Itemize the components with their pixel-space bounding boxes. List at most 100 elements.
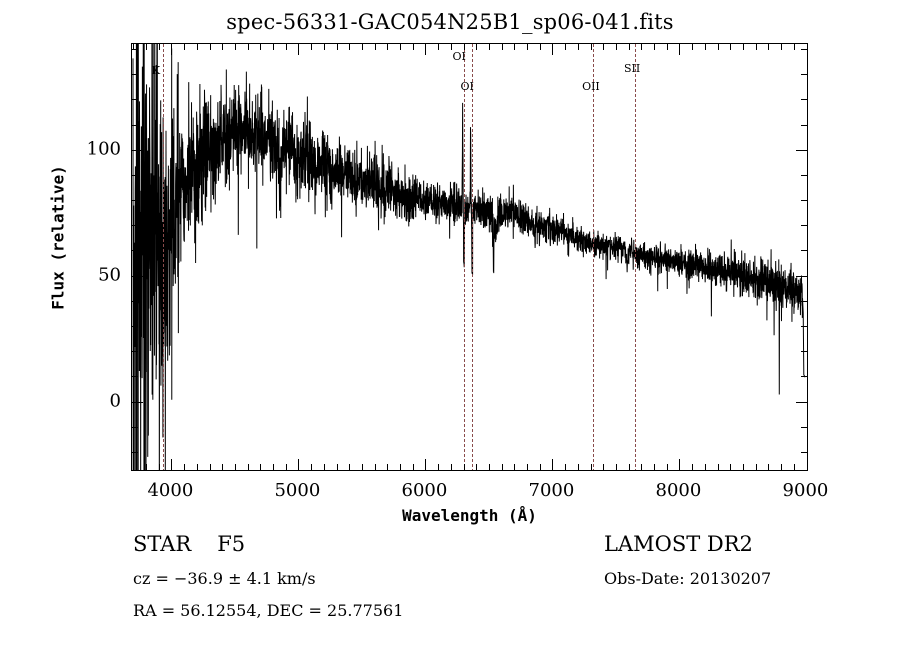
x-tick (539, 464, 541, 470)
x-tick (755, 44, 757, 50)
x-tick-label-5000: 5000 (274, 480, 321, 501)
x-tick (361, 464, 363, 470)
y-tick (801, 74, 807, 76)
x-tick (349, 44, 351, 50)
y-tick (132, 275, 143, 277)
x-tick (641, 44, 643, 50)
y-tick (132, 300, 138, 302)
x-tick (781, 44, 783, 50)
x-tick (514, 44, 516, 50)
x-tick (311, 44, 313, 50)
x-tick (692, 464, 694, 470)
x-tick (438, 44, 440, 50)
y-tick (796, 275, 807, 277)
x-tick (577, 44, 579, 50)
x-tick (641, 464, 643, 470)
x-tick (158, 44, 160, 50)
x-tick (336, 464, 338, 470)
x-tick (400, 464, 401, 470)
x-tick (501, 464, 503, 470)
x-tick (768, 44, 770, 50)
x-tick (387, 44, 389, 50)
y-tick (132, 250, 138, 252)
x-tick (374, 44, 376, 50)
line-marker-oii-3 (593, 44, 595, 470)
line-label-oi-2: OI (460, 80, 474, 93)
x-tick (222, 44, 224, 50)
x-tick-label-4000: 4000 (147, 480, 194, 501)
x-tick (577, 464, 579, 470)
line-label-k-0: K (151, 64, 161, 77)
x-tick (781, 464, 783, 470)
x-tick (527, 44, 528, 50)
x-tick (298, 44, 300, 55)
page-title: spec-56331-GAC054N25B1_sp06-041.fits (226, 10, 674, 34)
x-tick-label-8000: 8000 (655, 480, 702, 501)
y-tick (132, 351, 138, 353)
x-tick (387, 464, 389, 470)
y-tick (801, 49, 807, 50)
x-tick-label-7000: 7000 (528, 480, 575, 501)
x-tick (666, 464, 668, 470)
x-tick (336, 44, 338, 50)
y-tick (132, 49, 138, 50)
object-type: STAR (133, 532, 192, 556)
x-tick (488, 464, 490, 470)
x-tick (565, 464, 567, 470)
survey-label: LAMOST DR2 (604, 532, 753, 556)
metadata-footer: STAR F5 cz = −36.9 ± 4.1 km/s RA = 56.125… (0, 528, 900, 638)
x-tick (285, 44, 287, 50)
y-tick-label-50: 50 (98, 264, 121, 286)
x-tick (666, 44, 668, 50)
object-type-and-class: STAR F5 (133, 532, 245, 556)
line-label-oi-1: OI (452, 50, 466, 63)
x-tick (450, 464, 452, 470)
x-tick (590, 44, 592, 50)
x-tick (793, 44, 795, 50)
x-tick (743, 44, 744, 50)
y-tick (132, 426, 138, 428)
y-axis-title: Flux (relative) (48, 165, 68, 310)
x-tick (146, 464, 147, 470)
line-marker-oi-2 (471, 44, 473, 470)
y-tick (801, 376, 807, 378)
x-tick (133, 464, 135, 470)
x-tick (628, 44, 630, 50)
x-tick (654, 44, 655, 50)
x-tick (260, 464, 262, 470)
x-tick (298, 459, 300, 470)
x-tick (704, 44, 706, 50)
x-axis-title: Wavelength (Å) (402, 506, 537, 525)
line-label-oii-3: OII (582, 80, 600, 93)
x-tick (323, 44, 325, 50)
spectral-class: F5 (217, 532, 246, 556)
x-tick (615, 44, 617, 50)
y-tick (801, 351, 807, 353)
x-tick (514, 464, 516, 470)
y-tick (801, 326, 807, 327)
x-tick (743, 464, 744, 470)
x-tick (260, 44, 262, 50)
x-tick (565, 44, 567, 50)
y-tick (132, 451, 138, 453)
x-tick (730, 464, 732, 470)
x-tick (806, 459, 807, 470)
y-tick (801, 225, 807, 227)
x-tick (209, 44, 211, 50)
x-tick (425, 44, 427, 55)
y-tick (132, 200, 138, 202)
x-tick (158, 464, 160, 470)
y-tick (132, 124, 138, 126)
y-tick (132, 174, 138, 176)
y-tick (801, 99, 807, 101)
x-tick (463, 464, 465, 470)
x-tick (171, 44, 173, 55)
x-tick (463, 44, 465, 50)
x-tick (184, 44, 186, 50)
y-tick (801, 250, 807, 252)
y-tick (132, 74, 138, 76)
x-tick (438, 464, 440, 470)
line-marker-sii-4 (635, 44, 636, 470)
x-tick (768, 464, 770, 470)
x-tick (654, 464, 655, 470)
